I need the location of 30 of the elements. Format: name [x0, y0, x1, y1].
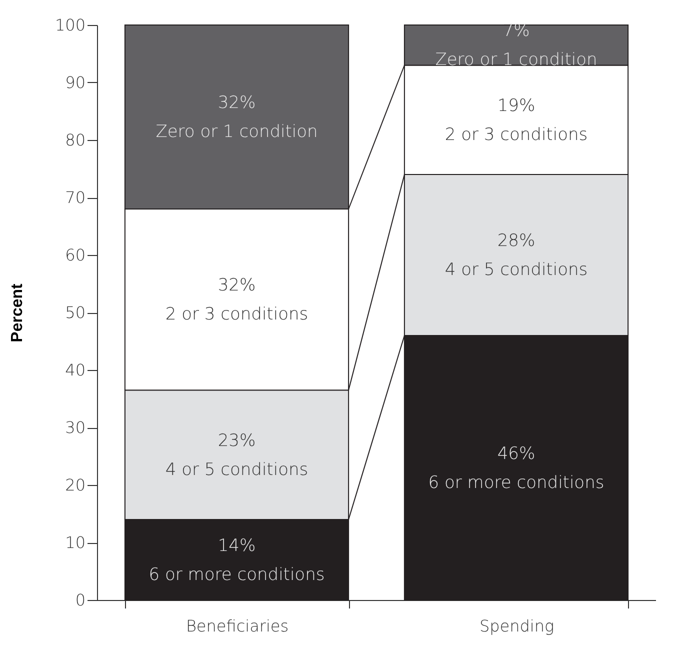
data-label: 14%	[218, 536, 256, 556]
y-tick-label: 0	[75, 590, 86, 610]
x-tick-label: Spending	[479, 616, 554, 636]
text: 4 or 5 conditions	[444, 260, 588, 280]
series-label: 4 or 5 conditions	[165, 460, 308, 480]
series-label: 2 or 3 conditions	[444, 124, 588, 145]
y-tick-label: 20	[65, 476, 86, 494]
text: 2 or 3 conditions	[165, 304, 308, 325]
data-label: 28%	[497, 231, 536, 251]
y-tick-label: 10	[65, 533, 86, 552]
y-tick-label: 80	[65, 130, 86, 150]
data-label: 19%	[497, 96, 536, 116]
text: 6 or more conditions	[428, 472, 604, 493]
y-tick-label: 100	[54, 16, 86, 34]
y-tick-label: 90	[65, 73, 86, 92]
text: Zero or 1 condition	[156, 122, 318, 142]
data-label: 32%	[218, 93, 256, 113]
data-label: 23%	[218, 430, 256, 451]
y-tick-label: 60	[65, 246, 86, 264]
data-label: 32%	[218, 276, 256, 296]
series-label: Zero or 1 condition	[435, 50, 598, 70]
data-label: 46%	[497, 444, 536, 464]
series-label: 6 or more conditions	[148, 564, 325, 585]
y-tick-label: 40	[65, 360, 86, 380]
y-tick-label: 50	[65, 303, 86, 322]
x-tick-label: Beneficiaries	[186, 616, 289, 636]
y-axis-title: Percent	[8, 282, 26, 342]
y-tick-label: 70	[65, 188, 86, 207]
data-label: 7%	[502, 21, 530, 42]
y-tick-label: 30	[65, 418, 86, 437]
